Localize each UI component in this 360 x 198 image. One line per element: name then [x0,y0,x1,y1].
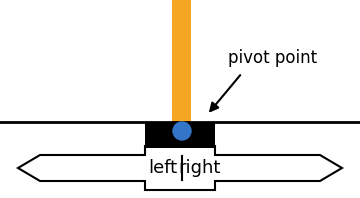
Circle shape [173,122,191,140]
Text: right: right [179,159,221,177]
Text: pivot point: pivot point [228,49,317,67]
Text: left: left [148,159,177,177]
Bar [145,122,215,148]
Bar [172,0,191,130]
Polygon shape [18,146,342,190]
